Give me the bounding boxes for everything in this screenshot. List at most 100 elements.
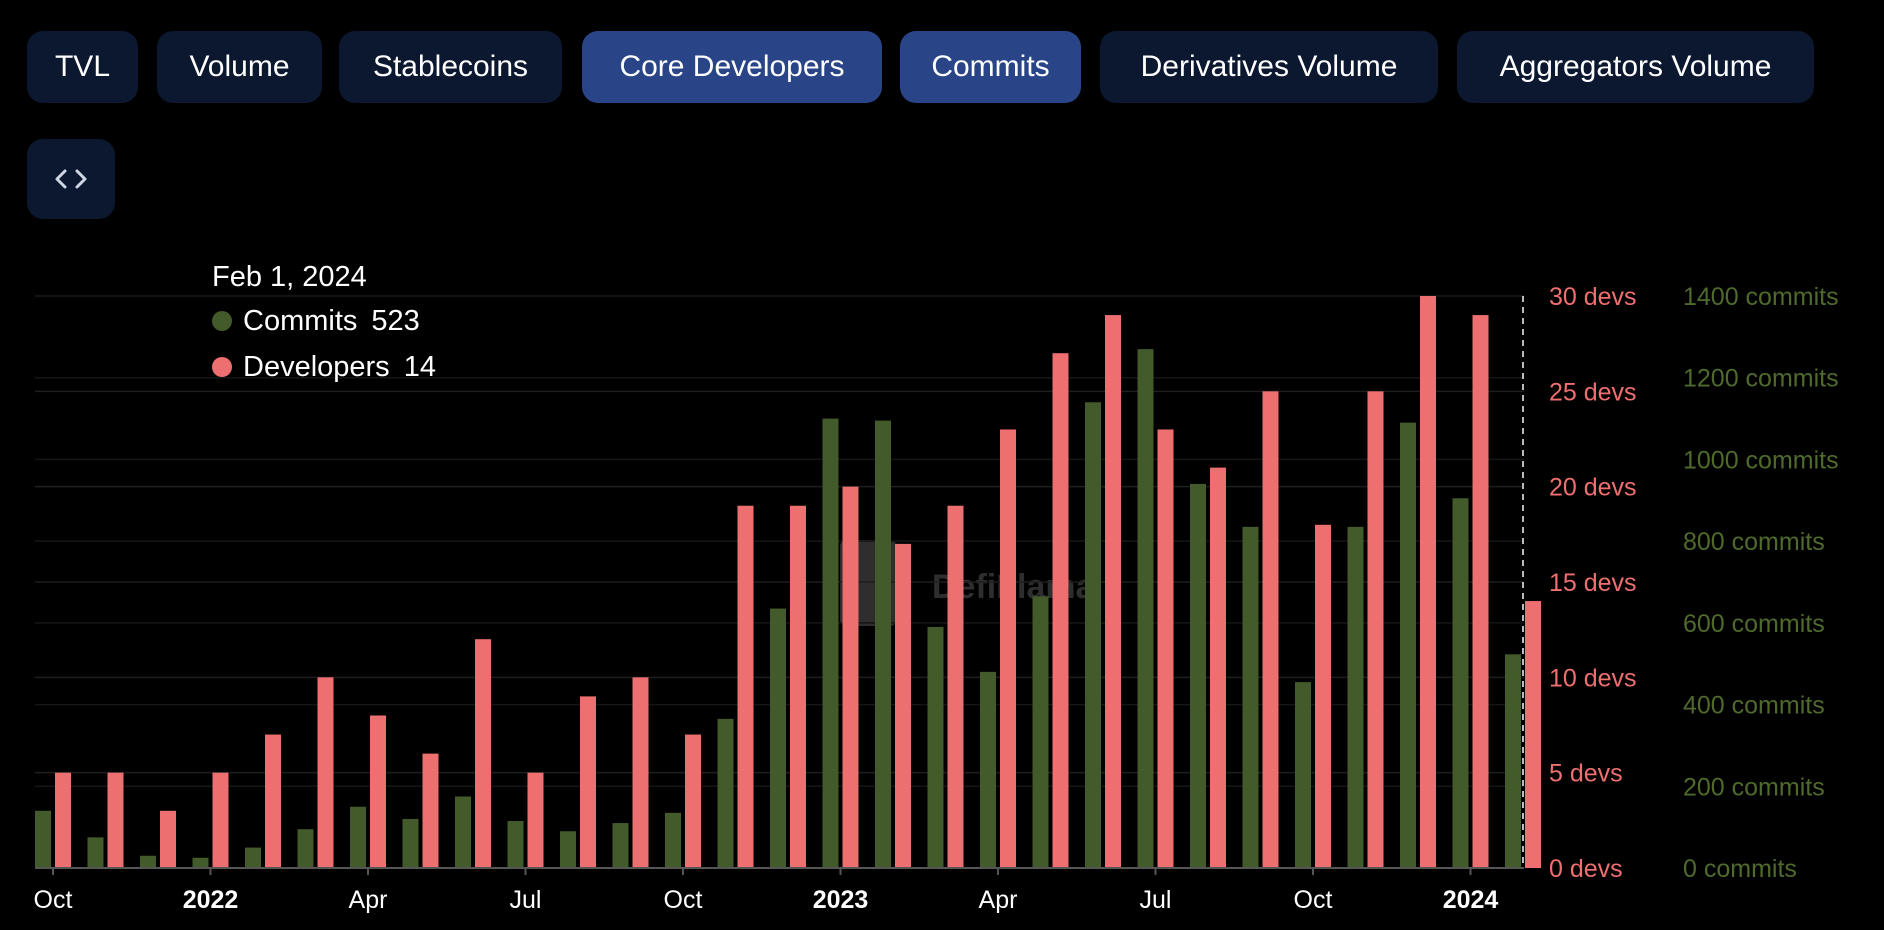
developers-bar-9 [527,772,544,868]
x-tick-label-1: 2022 [183,886,239,914]
commits-axis-label-1: 200 commits [1683,773,1825,801]
commits-bar-3 [192,857,209,868]
developers-bar-0 [55,772,71,868]
developers-bar-14 [790,505,806,868]
commits-bar-1 [87,837,104,868]
tab-volume[interactable]: Volume [157,31,322,103]
chart-tooltip: Feb 1, 2024 Commits 523 Developers 14 [212,256,436,390]
devs-axis-label-6: 30 devs [1549,283,1637,311]
commits-bar-14 [770,608,786,868]
commits-bar-8 [455,796,471,868]
commits-bar-4 [245,847,261,868]
commits-bar-10 [560,831,576,868]
commits-axis-label-4: 800 commits [1683,528,1825,556]
tab-derivatives-volume[interactable]: Derivatives Volume [1100,31,1438,103]
x-tick-label-5: 2023 [813,886,869,914]
commits-axis-label-7: 1400 commits [1683,283,1839,311]
developers-bar-28 [1525,601,1541,868]
x-tick-label-6: Apr [979,886,1018,914]
developers-bar-27 [1472,315,1489,869]
commits-bar-0 [35,810,51,868]
commits-bar-16 [875,420,891,868]
x-tick-label-2: Apr [349,886,388,914]
commits-bar-26 [1400,422,1416,868]
commits-dot-icon [212,311,232,331]
tab-aggregators-volume[interactable]: Aggregators Volume [1457,31,1814,103]
commits-bar-15 [822,418,839,868]
developers-bar-10 [580,696,596,868]
commits-bar-25 [1347,526,1364,868]
developers-bar-22 [1210,467,1226,868]
commits-axis-label-2: 400 commits [1683,692,1825,720]
commits-bar-17 [927,626,944,868]
x-tick-label-9: 2024 [1443,886,1499,914]
commits-axis-label-3: 600 commits [1683,610,1825,638]
tooltip-date: Feb 1, 2024 [212,261,367,293]
commits-bar-21 [1137,349,1154,869]
developers-bar-21 [1157,429,1174,868]
tooltip-developers-row: Developers 14 [212,344,436,390]
commits-bar-9 [507,821,524,868]
code-brackets-icon [55,169,87,189]
developers-bar-7 [422,753,439,868]
developers-bar-19 [1052,353,1069,868]
developers-bar-24 [1315,524,1331,868]
devs-axis-label-4: 20 devs [1549,474,1637,502]
commits-bar-24 [1295,682,1311,868]
tab-commits[interactable]: Commits [900,31,1081,103]
developers-bar-5 [317,677,334,868]
commits-bar-19 [1032,596,1049,868]
devs-axis-label-2: 10 devs [1549,664,1637,692]
developers-bar-15 [842,486,859,868]
developers-bar-6 [370,715,386,868]
devs-axis-label-5: 25 devs [1549,378,1637,406]
commits-bar-27 [1452,498,1469,868]
embed-button[interactable] [27,139,115,219]
commits-axis-label-0: 0 commits [1683,855,1797,883]
tab-tvl[interactable]: TVL [27,31,138,103]
developers-bar-20 [1105,315,1121,869]
developers-bar-25 [1367,391,1384,868]
commits-bar-2 [140,855,156,868]
developers-bar-26 [1420,296,1436,868]
commits-bar-23 [1242,526,1259,868]
commits-axis-label-6: 1200 commits [1683,365,1839,393]
commits-axis-label-5: 1000 commits [1683,446,1839,474]
developers-bar-8 [475,639,491,868]
x-tick-label-8: Oct [1294,886,1333,914]
developers-bar-16 [895,543,911,868]
x-tick-label-0: Oct [34,886,73,914]
devs-axis-label-3: 15 devs [1549,569,1637,597]
developers-bar-1 [107,772,124,868]
commits-bar-12 [665,812,681,868]
developers-bar-11 [632,677,649,868]
tooltip-commits-label: Commits [243,305,358,337]
commits-bar-6 [350,806,366,868]
developers-bar-4 [265,734,281,868]
developers-dot-icon [212,357,232,377]
tooltip-commits-value: 523 [371,305,420,337]
tab-stablecoins[interactable]: Stablecoins [339,31,562,103]
commits-bar-13 [717,718,734,868]
developers-bar-18 [1000,429,1016,868]
developers-bar-23 [1262,391,1279,868]
commits-bar-11 [612,823,629,868]
x-tick-label-4: Oct [664,886,703,914]
commits-bar-7 [402,818,419,868]
commits-bar-20 [1085,402,1101,868]
tab-core-developers[interactable]: Core Developers [582,31,882,103]
commits-bar-28 [1505,654,1521,868]
devs-axis-label-0: 0 devs [1549,855,1623,883]
x-tick-label-3: Jul [510,886,542,914]
tooltip-developers-label: Developers [243,351,390,383]
x-tick-label-7: Jul [1140,886,1172,914]
devs-axis-label-1: 5 devs [1549,760,1623,788]
commits-bar-18 [980,671,996,868]
developers-bar-13 [737,505,754,868]
commits-bar-5 [297,829,314,868]
developers-bar-2 [160,810,176,868]
tooltip-commits-row: Commits 523 [212,298,436,344]
developers-bar-12 [685,734,701,868]
commits-bar-22 [1190,483,1206,868]
